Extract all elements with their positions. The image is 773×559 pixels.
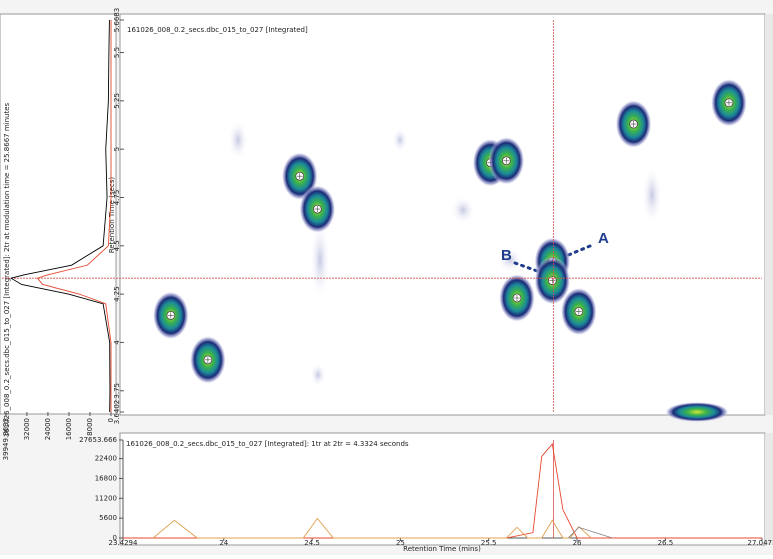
x-tick-label: 24.5 <box>304 539 320 547</box>
y-tick-label: 4.25 <box>113 286 121 302</box>
main-title: 161026_008_0.2_secs.dbc_015_to_027 [Inte… <box>127 26 308 34</box>
plot-layer: 5.6683 5.5 5.25 5 4.75 4.5 4.25 4 3.753.6402 3994… <box>2 8 773 547</box>
peak-marker-cross <box>167 312 174 319</box>
y-tick-label: 3.6402 <box>113 400 121 425</box>
x-tick-label: 24000 <box>44 418 52 440</box>
peak <box>189 335 226 384</box>
peak <box>498 274 535 323</box>
scrollbar[interactable] <box>765 433 773 545</box>
y-tick-label: 16800 <box>95 474 117 482</box>
y-tick-label: 4 <box>113 340 121 345</box>
bottom-title: 161026_008_0.2_secs.dbc_015_to_027 [Inte… <box>126 440 409 448</box>
peak-marker-cross <box>575 308 582 315</box>
x-tick-label: 25 <box>396 539 405 547</box>
series-line <box>36 20 112 412</box>
x-tick-label: 0 <box>107 418 115 422</box>
peak <box>299 185 336 234</box>
y-tick-label: 5.5 <box>113 47 121 58</box>
y-tick-label: 22400 <box>95 455 117 463</box>
x-tick-label: 26 <box>573 539 582 547</box>
x-tick-label: 8000 <box>86 418 94 436</box>
scrollbar[interactable] <box>765 14 773 415</box>
y-tick-label: 0 <box>113 534 117 542</box>
annotation: A <box>598 230 609 247</box>
peak-marker-cross <box>296 173 303 180</box>
y-tick-label: 4.5 <box>113 240 121 251</box>
left-panel <box>0 13 117 415</box>
series-line <box>567 526 613 539</box>
series-line <box>123 443 762 539</box>
series-line <box>152 517 592 539</box>
y-tick-label: 3.75 <box>113 383 121 399</box>
y-tick-label: 5 <box>113 147 121 151</box>
y-tick-label: 4.75 <box>113 190 121 206</box>
x-tick-label: 39949.8633 <box>2 418 10 460</box>
left-title: 161026_008_0.2_secs.dbc_015_to_027 [Inte… <box>3 102 11 437</box>
background-smudges <box>228 120 729 422</box>
x-tick-label: 23.4294 <box>109 539 138 547</box>
y-tick-label: 5600 <box>99 514 117 522</box>
peak <box>615 100 652 149</box>
peak-marker-cross <box>314 206 321 213</box>
annotation: B <box>501 247 512 264</box>
peak <box>560 287 597 336</box>
peak-marker-cross <box>503 157 510 164</box>
x-tick-label: 25.5 <box>481 539 497 547</box>
y-tick-label: 5.6683 <box>113 8 121 33</box>
x-axis-label: Retention Time (mins) <box>403 545 481 553</box>
peak-marker-cross <box>630 121 637 128</box>
y-axis-label: Retention Time (secs) <box>108 177 116 254</box>
peak-marker-cross <box>725 99 732 106</box>
peak-marker-cross <box>204 356 211 363</box>
peak <box>710 78 747 127</box>
peak <box>488 136 525 185</box>
y-tick-label: 27653.666 <box>79 436 117 444</box>
peak <box>152 291 189 340</box>
x-tick-label: 24 <box>219 539 228 547</box>
bottom-panel <box>119 432 766 546</box>
y-tick-label: 11200 <box>95 494 117 502</box>
x-tick-label: 26.5 <box>658 539 674 547</box>
x-tick-label: 32000 <box>23 418 31 440</box>
x-tick-label: 27.0471 <box>748 539 773 547</box>
peak-marker-cross <box>513 295 520 302</box>
y-tick-label: 5.25 <box>113 93 121 109</box>
x-tick-label: 16000 <box>65 418 73 440</box>
series-line <box>9 19 111 413</box>
